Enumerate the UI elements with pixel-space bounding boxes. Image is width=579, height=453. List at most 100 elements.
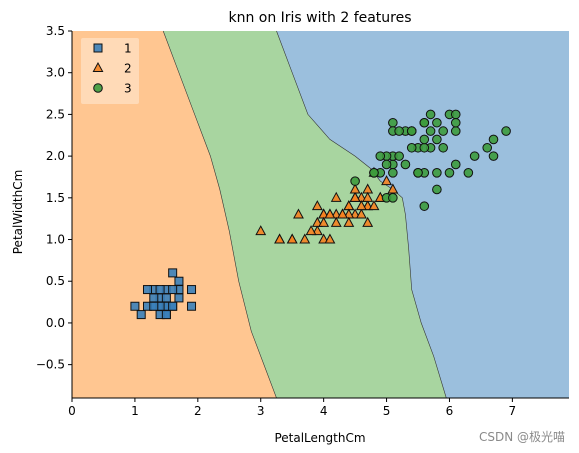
- data-point: [381, 175, 392, 186]
- data-point: [355, 208, 367, 219]
- data-point: [432, 167, 442, 178]
- data-point: [155, 285, 165, 295]
- data-point: [387, 183, 399, 194]
- legend-label: 3: [124, 82, 132, 96]
- data-point: [381, 159, 392, 170]
- x-tick-label: 0: [68, 404, 76, 418]
- data-point: [349, 183, 361, 194]
- data-point: [425, 109, 436, 120]
- legend-marker: [93, 43, 103, 53]
- data-point: [419, 134, 430, 145]
- data-point: [324, 233, 336, 244]
- data-point: [450, 126, 461, 136]
- data-point: [299, 233, 311, 244]
- y-tick-label: 3.0: [46, 66, 65, 80]
- series-2: [255, 166, 399, 244]
- data-point: [337, 208, 348, 219]
- legend-label: 1: [124, 42, 132, 56]
- data-point: [362, 216, 374, 227]
- data-point: [142, 285, 152, 295]
- data-point: [174, 276, 184, 286]
- data-point: [413, 167, 423, 178]
- axes: 0 1 2 3 4 5 6 7 −0.5 0.0 0.5 1.0 1.5 2.0 2.5 3.0 3.5: [36, 24, 569, 418]
- data-point: [488, 134, 499, 145]
- data-point: [463, 167, 474, 178]
- y-tick-label: 0.0: [46, 316, 65, 330]
- data-point: [130, 301, 140, 311]
- data-point: [419, 142, 430, 153]
- data-point: [394, 126, 404, 136]
- data-point: [432, 184, 442, 195]
- data-points: [130, 109, 511, 320]
- data-point: [136, 310, 146, 320]
- data-point: [450, 159, 461, 170]
- x-axis-label: PetalLengthCm: [274, 431, 365, 445]
- data-point: [388, 117, 398, 128]
- data-point: [425, 126, 436, 136]
- data-point: [187, 301, 197, 311]
- chart-title: knn on Iris with 2 features: [228, 10, 411, 26]
- data-point: [318, 216, 330, 227]
- y-axis-label: PetalWidthCm: [11, 170, 25, 255]
- data-point: [305, 225, 317, 236]
- data-point: [419, 117, 430, 128]
- data-point: [168, 285, 178, 295]
- watermark: CSDN @极光喵: [478, 430, 565, 444]
- data-point: [187, 285, 197, 295]
- x-tick-label: 2: [194, 404, 202, 418]
- data-point: [406, 142, 417, 153]
- data-point: [501, 126, 511, 136]
- y-tick-label: 3.5: [46, 24, 65, 38]
- data-point: [369, 167, 379, 178]
- data-point: [161, 293, 171, 303]
- data-point: [406, 126, 417, 136]
- data-point: [469, 151, 480, 161]
- y-tick-label: 1.0: [46, 233, 65, 247]
- x-tick-label: 4: [320, 404, 328, 418]
- data-point: [311, 200, 323, 211]
- data-point: [438, 126, 448, 136]
- y-tick-label: 2.5: [46, 107, 65, 121]
- x-tick-label: 7: [509, 404, 517, 418]
- data-point: [168, 268, 178, 278]
- data-point: [149, 301, 159, 311]
- series-1: [130, 268, 197, 320]
- data-point: [350, 176, 360, 186]
- data-point: [482, 142, 493, 153]
- data-point: [286, 233, 298, 244]
- data-point: [368, 200, 380, 211]
- data-point: [375, 151, 386, 161]
- data-point: [362, 191, 374, 202]
- data-point: [149, 293, 159, 303]
- data-point: [394, 151, 404, 161]
- data-point: [330, 191, 342, 202]
- legend: 1 2 3: [81, 38, 139, 104]
- region-1: [72, 31, 277, 398]
- boundary-1-2: [162, 30, 277, 399]
- y-tick-label: 1.5: [46, 191, 65, 205]
- data-point: [419, 201, 430, 211]
- data-point: [168, 301, 178, 311]
- data-point: [488, 151, 499, 161]
- legend-label: 2: [124, 62, 132, 76]
- data-point: [293, 208, 304, 219]
- data-point: [388, 193, 398, 203]
- y-tick-label: 2.0: [46, 149, 65, 163]
- data-point: [255, 225, 267, 236]
- data-point: [355, 200, 367, 211]
- series-3: [350, 109, 511, 211]
- data-point: [343, 216, 355, 227]
- x-tick-label: 3: [257, 404, 265, 418]
- data-point: [274, 233, 286, 244]
- data-point: [400, 159, 411, 170]
- data-point: [349, 191, 361, 202]
- x-tick-label: 1: [131, 404, 139, 418]
- data-point: [432, 117, 442, 128]
- data-point: [438, 142, 448, 153]
- data-point: [330, 216, 342, 227]
- data-point: [450, 117, 461, 128]
- x-tick-label: 6: [446, 404, 454, 418]
- data-point: [174, 293, 184, 303]
- x-tick-label: 5: [383, 404, 391, 418]
